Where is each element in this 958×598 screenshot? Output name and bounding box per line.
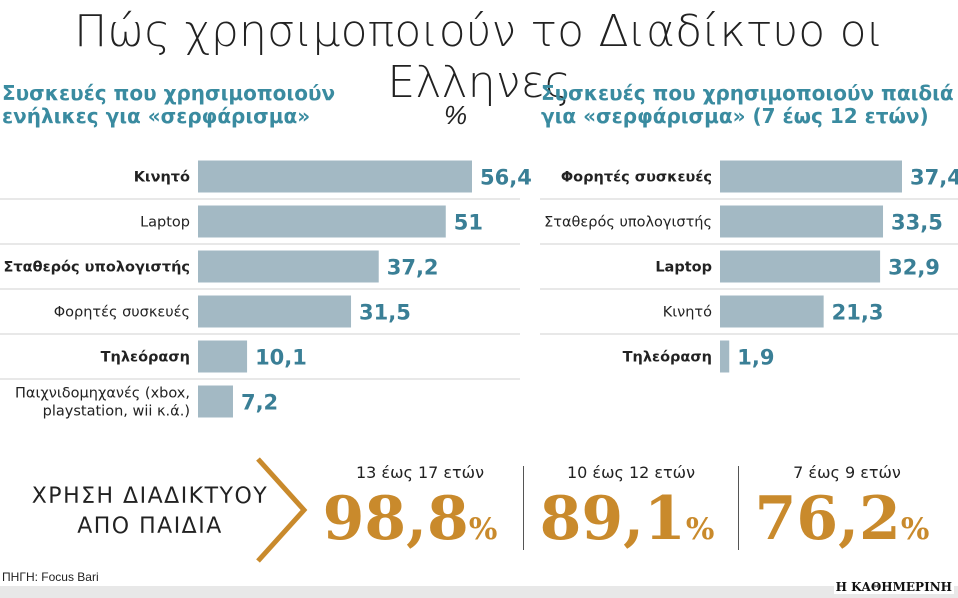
usage-value-13-17: 98,8% [310, 484, 510, 554]
bar [198, 385, 233, 418]
bar [720, 295, 824, 328]
category-label: Τηλεόραση [101, 350, 190, 366]
chevron-right-icon [256, 457, 308, 563]
usage-label-line1: ΧΡΗΣΗ ΔΙΑΔΙΚΤΥΟΥ [31, 484, 269, 509]
bar [198, 340, 248, 373]
value-label: 10,1 [255, 346, 307, 370]
value-label: 31,5 [359, 301, 411, 325]
value-label: 37,2 [387, 256, 439, 280]
source-note: ΠΗΓΗ: Focus Bari [2, 570, 99, 584]
age-group-7-9: 7 έως 9 ετών [793, 463, 901, 482]
page-title: Πώς χρησιμοποιούν το Διαδίκτυο οι Ελληνε… [74, 6, 884, 108]
value-label: 51 [454, 211, 483, 235]
category-label: Laptop [140, 215, 190, 231]
bar [720, 205, 884, 238]
bar [720, 250, 881, 283]
separator [738, 466, 739, 550]
usage-value-10-12: 89,1% [527, 484, 727, 554]
age-group-13-17: 13 έως 17 ετών [355, 463, 485, 482]
usage-unit-13-17: % [468, 512, 498, 547]
bar [198, 295, 352, 328]
category-label: Σταθερός υπολογιστής [544, 215, 712, 231]
children-chart-title: Συσκευές που χρησιμοποιούν παιδιά για «σ… [541, 82, 954, 128]
category-label: Φορητές συσκευές [54, 305, 190, 321]
usage-label-line2: ΑΠΟ ΠΑΙΔΙΑ [77, 514, 223, 539]
usage-unit-10-12: % [685, 512, 715, 547]
children-chart-title-line2: για «σερφάρισμα» (7 έως 12 ετών) [541, 104, 929, 128]
usage-unit-7-9: % [900, 512, 930, 547]
brand-logo: Η ΚΑΘΗΜΕΡΙΝΗ [833, 580, 954, 594]
value-label: 32,9 [888, 256, 940, 280]
bar [198, 250, 379, 283]
adults-chart-title: Συσκευές που χρησιμοποιούν ενήλικες για … [2, 82, 335, 128]
adults-chart-title-line2: ενήλικες για «σερφάρισμα» [2, 104, 311, 128]
footer-bar [0, 586, 958, 598]
category-label: Σταθερός υπολογιστής [4, 260, 191, 276]
value-label: 1,9 [737, 346, 774, 370]
usage-number-10-12: 89,1 [539, 484, 686, 554]
usage-value-7-9: 76,2% [742, 484, 942, 554]
adults-chart-title-line1: Συσκευές που χρησιμοποιούν [2, 81, 336, 105]
age-group-10-12: 10 έως 12 ετών [566, 463, 696, 482]
category-label: Φορητές συσκευές [561, 170, 712, 186]
value-label: 37,4 [910, 166, 958, 190]
category-label: Κινητό [134, 170, 190, 186]
children-chart-title-line1: Συσκευές που χρησιμοποιούν παιδιά [541, 81, 954, 105]
value-label: 7,2 [241, 391, 278, 415]
separator [523, 466, 524, 550]
category-label: Κινητό [663, 305, 712, 321]
value-label: 33,5 [891, 211, 943, 235]
bar [198, 205, 446, 238]
category-label: Παιχνιδομηχανές (xbox, playstation, wii κ… [15, 386, 190, 420]
usage-number-13-17: 98,8 [322, 484, 469, 554]
usage-number-7-9: 76,2 [754, 484, 901, 554]
percent-unit: % [444, 100, 468, 130]
bar [198, 160, 472, 193]
usage-label: ΧΡΗΣΗ ΔΙΑΔΙΚΤΥΟΥ ΑΠΟ ΠΑΙΔΙΑ [30, 482, 270, 542]
value-label: 21,3 [832, 301, 884, 325]
bar [720, 340, 730, 373]
category-label: Laptop [655, 260, 712, 276]
bar [720, 160, 902, 193]
value-label: 56,4 [480, 166, 532, 190]
category-label: Τηλεόραση [623, 350, 712, 366]
adults-bar-chart: Κινητό 56,4 Laptop 51 Σταθερός υπολογιστής 37… [0, 160, 532, 420]
children-bar-chart: Φορητές συσκευές 37,4 Σταθερός υπολογιστής… [540, 160, 958, 373]
